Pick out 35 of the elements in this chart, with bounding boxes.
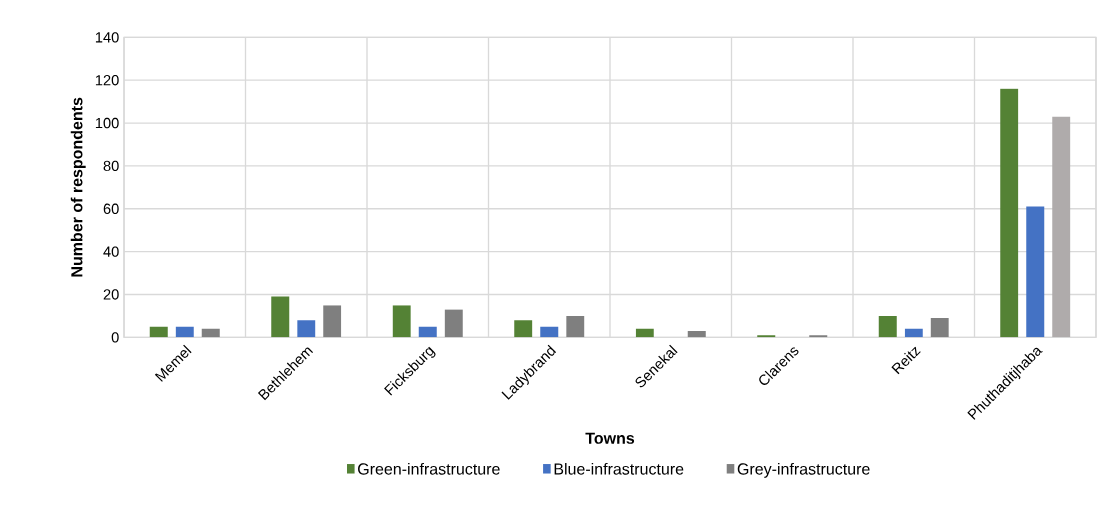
y-axis-title: Number of respondents bbox=[70, 97, 86, 277]
bar bbox=[687, 330, 706, 338]
bar bbox=[904, 328, 923, 338]
y-tick-label: 80 bbox=[103, 160, 119, 172]
legend-label: Grey-infrastructure bbox=[737, 462, 870, 478]
y-tick-label: 100 bbox=[95, 117, 119, 129]
bar bbox=[1026, 206, 1045, 338]
bar bbox=[392, 305, 411, 338]
y-tick-label: 120 bbox=[95, 75, 119, 86]
bar bbox=[878, 315, 897, 338]
bar bbox=[930, 318, 949, 338]
bar bbox=[635, 328, 654, 338]
bar bbox=[149, 326, 168, 338]
y-tick-label: 40 bbox=[103, 246, 119, 257]
bar bbox=[757, 335, 776, 338]
bar bbox=[297, 320, 316, 338]
bar bbox=[514, 320, 533, 338]
x-axis-title: Towns bbox=[585, 432, 635, 444]
bar bbox=[809, 335, 828, 338]
bar bbox=[323, 305, 342, 338]
y-tick-label: 140 bbox=[95, 32, 119, 43]
legend-label: Blue-infrastructure bbox=[554, 462, 684, 475]
bar bbox=[1000, 88, 1019, 338]
bar bbox=[271, 296, 290, 338]
y-tick-label: 20 bbox=[103, 289, 119, 300]
bar bbox=[418, 326, 437, 338]
legend-label: Green-infrastructure bbox=[358, 462, 500, 475]
bar bbox=[566, 315, 585, 338]
y-tick-label: 0 bbox=[111, 332, 119, 343]
bar bbox=[444, 309, 463, 338]
bar bbox=[201, 328, 220, 338]
y-tick-label: 60 bbox=[103, 203, 119, 214]
bar bbox=[175, 326, 194, 338]
bar bbox=[1052, 116, 1071, 338]
bar bbox=[540, 326, 559, 338]
